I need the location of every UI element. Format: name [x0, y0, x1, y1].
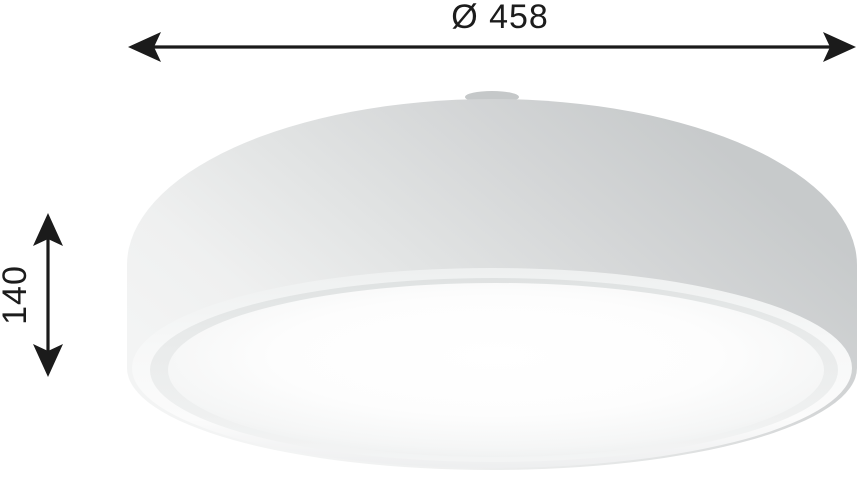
arrowhead-down — [33, 344, 63, 377]
diameter-dimension-label: Ø 458 — [451, 0, 549, 36]
diameter-dimension-arrow — [128, 32, 856, 62]
lamp-render — [127, 91, 857, 470]
height-dimension-label: 140 — [0, 265, 34, 325]
height-dimension-arrow — [33, 213, 63, 377]
arrowhead-up — [33, 213, 63, 246]
lamp-diffuser — [168, 283, 824, 457]
arrowhead-left — [128, 32, 161, 62]
arrowhead-right — [823, 32, 856, 62]
